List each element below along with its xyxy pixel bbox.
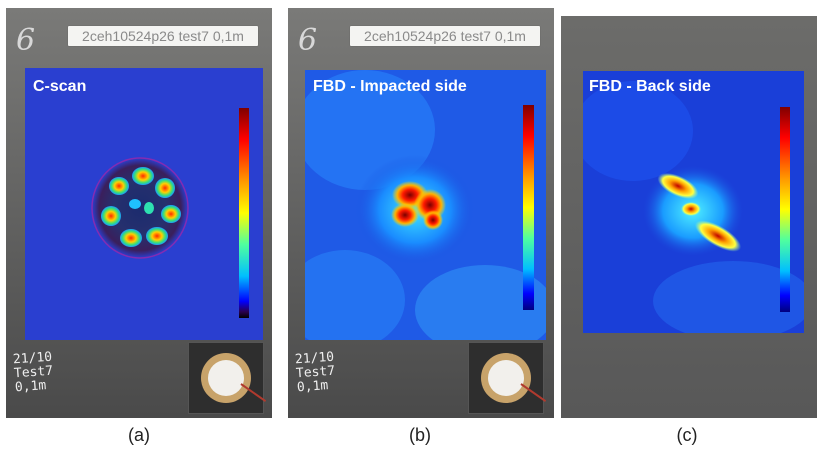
colorbar xyxy=(523,105,534,310)
map-title: FBD - Impacted side xyxy=(313,78,467,95)
piezo-sensor xyxy=(188,342,267,414)
caption-a: (a) xyxy=(128,425,150,445)
map-title: C-scan xyxy=(33,78,87,95)
fbd-impacted-map xyxy=(305,70,546,340)
piezo-sensor xyxy=(468,342,547,414)
handwritten-note: 21/10 Test7 0,1m xyxy=(12,349,54,396)
panel-b: 6 2ceh10524p26 test7 0,1m xyxy=(288,8,554,418)
sample-label: 2ceh10524p26 test7 0,1m xyxy=(350,26,540,46)
fbd-back-map xyxy=(583,71,804,333)
damage-blobs xyxy=(101,167,181,247)
handwritten-note: 21/10 Test7 0,1m xyxy=(294,349,336,396)
plate-marking: 6 xyxy=(16,23,36,58)
map-title: FBD - Back side xyxy=(589,78,711,95)
panel-a: 6 2ceh10524p26 test7 0,1m xyxy=(6,8,272,418)
panel-c: FBD - Back side xyxy=(561,16,817,418)
sample-label: 2ceh10524p26 test7 0,1m xyxy=(68,26,258,46)
cscan-map xyxy=(25,68,263,340)
colorbar xyxy=(239,108,249,318)
caption-b: (b) xyxy=(409,425,431,445)
caption-c: (c) xyxy=(676,425,698,445)
plate-marking: 6 xyxy=(298,23,318,58)
colorbar xyxy=(780,107,790,312)
